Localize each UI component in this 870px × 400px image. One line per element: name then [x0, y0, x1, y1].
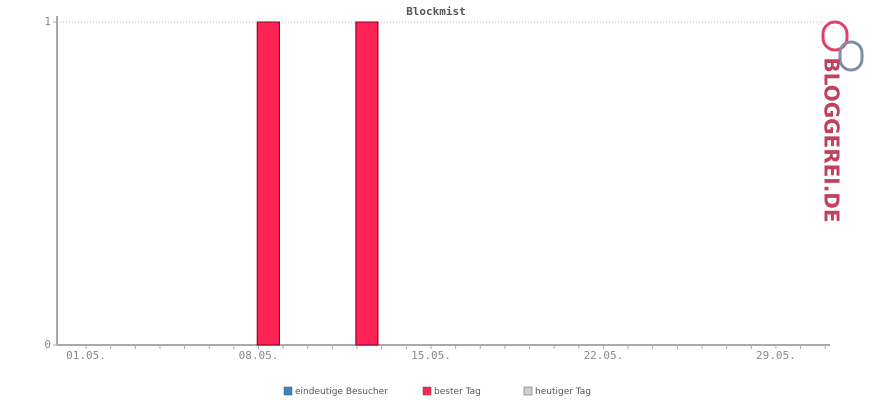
y-tick-label: 0 [44, 338, 51, 351]
x-tick-label: 22.05. [584, 349, 624, 362]
bar [355, 21, 379, 346]
legend-label: heutiger Tag [535, 387, 591, 397]
legend-label: eindeutige Besucher [295, 387, 388, 397]
x-tick-label: 29.05. [756, 349, 796, 362]
x-tick-label: 15.05. [411, 349, 451, 362]
bar [256, 21, 280, 346]
y-tick-label: 1 [44, 15, 51, 28]
x-tick-label: 01.05. [66, 349, 106, 362]
chart-title: Blockmist [406, 5, 466, 18]
legend: eindeutige Besucher bester Tag heutiger Ta… [283, 386, 591, 397]
legend-swatch [523, 386, 533, 396]
watermark: BLOGGEREI.DE [820, 57, 844, 222]
logo-icon [821, 20, 864, 72]
legend-swatch [283, 386, 293, 396]
legend-swatch [422, 386, 432, 396]
legend-label: bester Tag [434, 387, 481, 397]
x-tick-label: 08.05. [239, 349, 279, 362]
